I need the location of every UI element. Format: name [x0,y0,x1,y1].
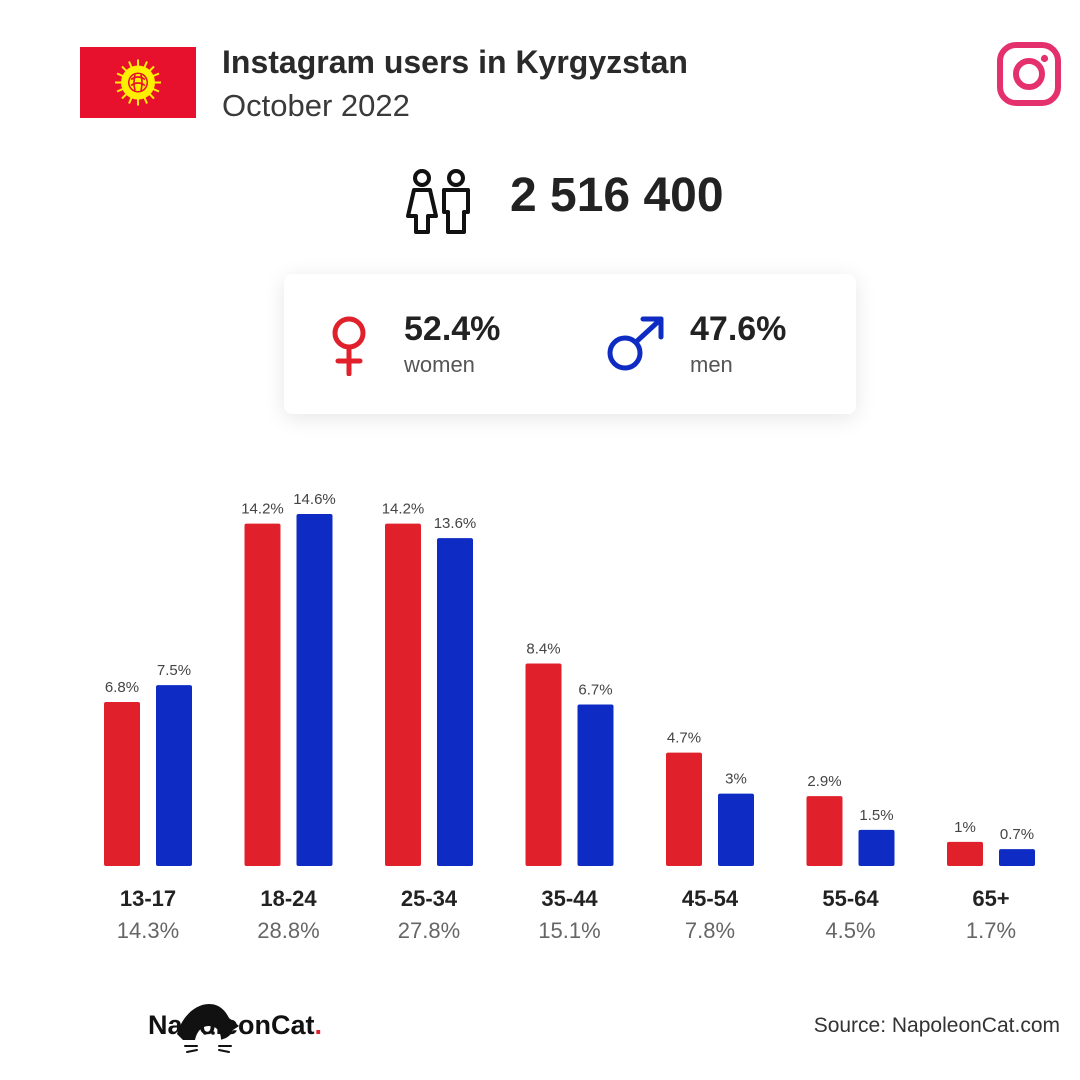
value-label-men-55-64: 1.5% [859,807,893,824]
category-label-45-54: 45-54 [682,886,739,911]
value-label-men-13-17: 7.5% [157,662,191,679]
value-label-women-35-44: 8.4% [526,640,560,657]
men-percent: 47.6% [690,310,787,348]
bar-men-35-44 [577,704,614,866]
category-label-13-17: 13-17 [120,886,176,911]
female-icon [332,316,366,376]
category-total-18-24: 28.8% [257,918,319,943]
women-percent: 52.4% [404,310,501,348]
source-text: Source: NapoleonCat.com [813,1014,1060,1037]
category-label-65+: 65+ [972,886,1009,911]
category-total-55-64: 4.5% [825,918,875,943]
bar-women-18-24 [244,523,281,866]
bar-men-13-17 [156,685,192,866]
value-label-men-25-34: 13.6% [434,515,477,532]
users-icon [406,169,470,234]
bar-men-25-34 [437,538,473,866]
value-label-men-35-44: 6.7% [578,681,612,698]
bar-men-55-64 [858,829,895,866]
category-total-13-17: 14.3% [117,918,179,943]
napoleoncat-logo-icon [177,1004,239,1053]
value-label-men-18-24: 14.6% [293,491,336,508]
bar-men-18-24 [296,514,333,866]
gender-card [284,274,856,414]
value-label-women-18-24: 14.2% [241,501,284,518]
value-label-women-55-64: 2.9% [807,773,841,790]
value-label-women-13-17: 6.8% [105,679,139,696]
bar-women-45-54 [666,752,702,866]
women-label: women [404,352,475,377]
men-label: men [690,352,733,377]
category-label-18-24: 18-24 [260,886,317,911]
kyrgyzstan-flag-icon [80,47,196,118]
bar-women-65+ [947,841,983,866]
male-icon [607,316,664,371]
bar-men-45-54 [718,793,754,866]
page-subtitle: October 2022 [222,88,410,123]
category-label-55-64: 55-64 [822,886,879,911]
age-gender-bar-chart: 6.8% 7.5% 13-17 14.3% 14.2% 14.6% 18-24 28.8% 14… [104,491,1035,943]
value-label-women-25-34: 14.2% [382,501,425,518]
instagram-icon [997,42,1061,106]
category-label-25-34: 25-34 [401,886,458,911]
brand-name: NapoleonCat. [148,1010,323,1040]
value-label-women-45-54: 4.7% [667,730,701,747]
category-total-25-34: 27.8% [398,918,460,943]
bar-women-13-17 [104,702,140,866]
value-label-men-45-54: 3% [725,771,747,788]
category-label-35-44: 35-44 [541,886,598,911]
bar-women-25-34 [385,523,421,866]
page-title: Instagram users in Kyrgyzstan [222,44,688,80]
value-label-women-65+: 1% [954,819,976,836]
total-users: 2 516 400 [510,169,724,222]
category-total-65+: 1.7% [966,918,1016,943]
bar-women-55-64 [806,796,843,866]
value-label-men-65+: 0.7% [1000,826,1034,843]
bar-women-35-44 [525,663,562,866]
category-total-35-44: 15.1% [538,918,600,943]
bar-men-65+ [999,849,1035,866]
category-total-45-54: 7.8% [685,918,735,943]
